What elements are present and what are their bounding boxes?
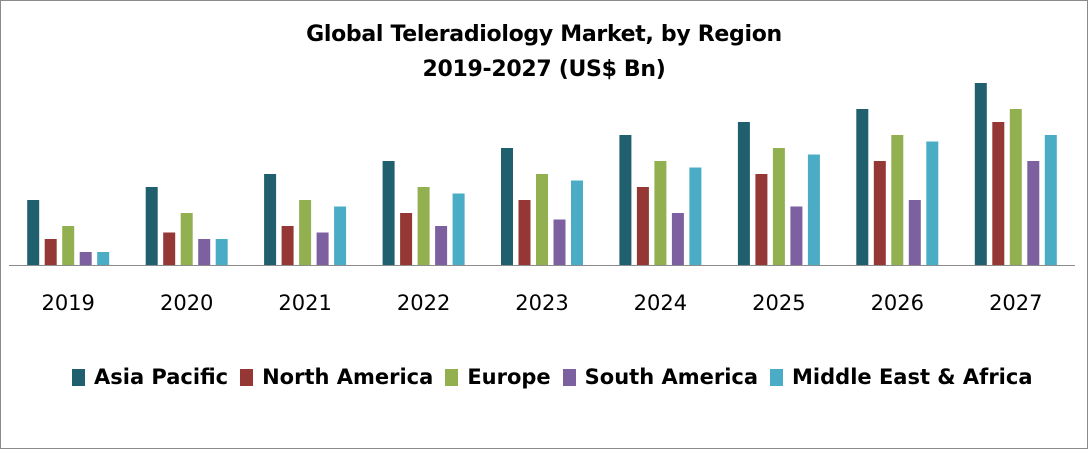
- bar-2025-middle-east-africa: [807, 154, 820, 265]
- x-tick-label: 2019: [41, 291, 94, 315]
- bar-2023-north-america: [518, 200, 531, 265]
- bar-2025-south-america: [790, 206, 803, 265]
- bar-2027-asia-pacific: [974, 83, 987, 265]
- bar-2022-middle-east-africa: [452, 193, 465, 265]
- bar-2019-south-america: [79, 252, 92, 265]
- bar-2021-asia-pacific: [264, 174, 277, 265]
- legend-item: Middle East & Africa: [770, 365, 1033, 389]
- bar-2020-europe: [180, 213, 193, 265]
- bar-2023-asia-pacific: [501, 148, 513, 265]
- bar-2020-south-america: [198, 239, 211, 265]
- bar-2025-north-america: [755, 174, 768, 265]
- chart-subtitle: 2019-2027 (US$ Bn): [422, 57, 666, 82]
- legend-item: Asia Pacific: [72, 365, 228, 389]
- legend-swatch: [770, 368, 784, 386]
- bar-2024-middle-east-africa: [689, 167, 702, 265]
- bar-2026-south-america: [908, 200, 921, 265]
- bar-2022-europe: [417, 187, 430, 265]
- bar-2027-middle-east-africa: [1044, 135, 1057, 265]
- legend-swatch: [72, 368, 85, 386]
- legend-item: South America: [562, 365, 759, 389]
- bar-2021-europe: [299, 200, 312, 265]
- bar-2024-europe: [654, 161, 667, 265]
- bar-2022-north-america: [400, 213, 413, 265]
- bar-2024-north-america: [636, 187, 649, 265]
- bar-2022-south-america: [435, 226, 448, 265]
- bar-2026-middle-east-africa: [926, 141, 939, 265]
- bar-2019-north-america: [44, 239, 57, 265]
- bar-2020-north-america: [163, 232, 176, 265]
- bar-2022-asia-pacific: [382, 161, 395, 265]
- x-tick-label: 2024: [634, 291, 687, 315]
- legend-swatch: [562, 368, 576, 386]
- legend-item: Europe: [445, 365, 551, 389]
- bar-2026-asia-pacific: [856, 109, 869, 265]
- bar-2026-europe: [891, 135, 904, 265]
- x-tick-label: 2025: [752, 291, 805, 315]
- legend-label: South America: [584, 365, 759, 389]
- bar-2024-south-america: [671, 213, 684, 265]
- chart-legend: Asia Pacific North America Europe South Ame…: [72, 362, 1045, 392]
- x-tick-label: 2027: [989, 291, 1042, 315]
- legend-label: Middle East & Africa: [792, 365, 1033, 389]
- bar-2021-north-america: [281, 226, 294, 265]
- bar-2027-europe: [1009, 109, 1022, 265]
- bar-2027-north-america: [992, 122, 1005, 265]
- bar-2025-asia-pacific: [737, 122, 750, 265]
- bar-2023-europe: [536, 174, 548, 265]
- chart-title: Global Teleradiology Market, by Region: [306, 22, 782, 47]
- bar-2019-middle-east-africa: [97, 252, 110, 265]
- bar-2023-south-america: [553, 219, 566, 265]
- x-tick-label: 2022: [397, 291, 450, 315]
- bar-2019-europe: [62, 226, 75, 265]
- bar-2024-asia-pacific: [619, 135, 632, 265]
- bar-2026-north-america: [873, 161, 886, 265]
- bar-2020-middle-east-africa: [215, 239, 228, 265]
- bar-2020-asia-pacific: [145, 187, 158, 265]
- x-tick-label: 2020: [160, 291, 213, 315]
- x-tick-label: 2021: [278, 291, 331, 315]
- legend-label: North America: [262, 365, 434, 389]
- bar-2021-south-america: [316, 232, 329, 265]
- legend-swatch: [240, 368, 254, 386]
- legend-item: North America: [240, 365, 433, 389]
- x-tick-label: 2023: [515, 291, 568, 315]
- legend-swatch: [445, 368, 459, 386]
- bar-2019-asia-pacific: [27, 200, 40, 265]
- bar-2023-middle-east-africa: [571, 180, 583, 265]
- bar-2021-middle-east-africa: [334, 206, 347, 265]
- legend-label: Asia Pacific: [94, 365, 229, 389]
- legend-label: Europe: [467, 365, 551, 389]
- x-tick-label: 2026: [871, 291, 924, 315]
- bar-2025-europe: [772, 148, 785, 265]
- bar-2027-south-america: [1027, 161, 1040, 265]
